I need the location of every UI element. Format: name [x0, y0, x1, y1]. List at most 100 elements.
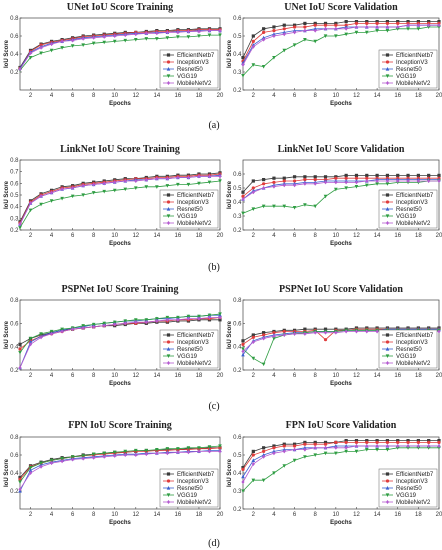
- x-tick-label: 18: [415, 512, 422, 518]
- x-tick-label: 10: [332, 93, 339, 99]
- data-point-MobileNetV2: [292, 447, 297, 452]
- data-point-MobileNetV2: [71, 186, 75, 190]
- data-point-EfficientNetb7: [262, 331, 266, 335]
- x-tick-label: 16: [175, 93, 182, 99]
- y-tick-label: 0.2: [233, 507, 242, 513]
- chart-panel-8: FPN IoU Score Validation 0.2 0.3 0.4 0.5 0.6 2…: [227, 420, 442, 526]
- legend-entry: EfficientNetb7: [396, 193, 434, 199]
- data-point-VGG19: [272, 336, 276, 341]
- legend-marker: [166, 221, 171, 225]
- data-point-VGG19: [313, 204, 318, 209]
- legend-entry: MobileNetV2: [177, 81, 212, 87]
- data-point-VGG19: [112, 450, 117, 455]
- data-point-MobileNetV2: [134, 453, 138, 457]
- data-point-EfficientNetb7: [272, 176, 276, 180]
- legend-marker: [385, 347, 390, 351]
- chart-panel-3: LinkNet IoU Score Training 0.2 0.3 0.4 0.5 0.…: [4, 144, 224, 247]
- data-point-InceptionV3: [365, 21, 369, 25]
- chart-title: PSPNet IoU Score Validation: [279, 284, 403, 295]
- x-tick-label: 6: [71, 512, 75, 518]
- legend-entry: MobileNetV2: [396, 361, 431, 367]
- y-tick-label: 0.6: [10, 34, 19, 40]
- data-point-MobileNetV2: [344, 26, 348, 31]
- legend-marker: [166, 81, 171, 85]
- data-point-EfficientNetb7: [427, 20, 431, 24]
- data-point-EfficientNetb7: [385, 439, 390, 443]
- data-point-VGG19: [123, 38, 128, 43]
- data-point-VGG19: [18, 350, 22, 355]
- series-line-Resnet50: [19, 450, 220, 492]
- legend-marker: [166, 500, 171, 504]
- data-point-EfficientNetb7: [437, 173, 441, 177]
- data-point-VGG19: [186, 446, 191, 450]
- legend-entry: VGG19: [177, 493, 198, 499]
- data-point-VGG19: [197, 181, 201, 186]
- data-point-MobileNetV2: [406, 23, 410, 28]
- x-axis-label: Epochs: [109, 241, 131, 247]
- data-point-EfficientNetb7: [303, 21, 307, 25]
- chart-title: LinkNet IoU Score Validation: [278, 144, 405, 155]
- x-tick-label: 6: [71, 93, 75, 99]
- legend-marker: [166, 333, 171, 337]
- series-line-InceptionV3: [242, 22, 439, 62]
- data-point-VGG19: [313, 453, 318, 457]
- data-point-VGG19: [155, 317, 159, 321]
- data-point-VGG19: [303, 455, 307, 459]
- legend-marker: [166, 361, 171, 365]
- legend-marker: [385, 500, 390, 504]
- data-point-EfficientNetb7: [375, 439, 379, 443]
- x-tick-label: 18: [196, 512, 203, 518]
- data-point-MobileNetV2: [437, 444, 441, 448]
- data-point-InceptionV3: [241, 467, 245, 471]
- x-tick-label: 20: [436, 233, 442, 239]
- data-point-VGG19: [186, 35, 191, 39]
- data-point-VGG19: [416, 27, 421, 31]
- x-tick-label: 16: [394, 373, 401, 379]
- x-tick-label: 20: [217, 233, 224, 239]
- data-point-MobileNetV2: [144, 320, 148, 325]
- data-point-VGG19: [176, 35, 180, 39]
- data-point-MobileNetV2: [313, 181, 317, 186]
- x-tick-label: 10: [111, 233, 118, 239]
- data-point-MobileNetV2: [176, 450, 180, 455]
- legend-marker: [166, 354, 171, 358]
- data-point-InceptionV3: [251, 453, 255, 457]
- data-point-VGG19: [207, 445, 212, 449]
- data-point-MobileNetV2: [186, 316, 191, 321]
- data-point-InceptionV3: [262, 449, 266, 453]
- data-point-VGG19: [165, 315, 170, 320]
- data-point-VGG19: [81, 43, 85, 47]
- data-point-MobileNetV2: [385, 444, 390, 448]
- legend-entry: EfficientNetb7: [396, 53, 434, 59]
- data-point-MobileNetV2: [39, 194, 43, 199]
- plot-frame: [19, 299, 221, 371]
- data-point-VGG19: [165, 36, 170, 40]
- data-point-VGG19: [186, 182, 191, 187]
- x-tick-label: 4: [272, 512, 276, 518]
- legend-marker: [166, 53, 171, 57]
- data-point-EfficientNetb7: [406, 173, 410, 177]
- data-point-VGG19: [49, 329, 54, 334]
- data-point-MobileNetV2: [323, 445, 328, 450]
- data-point-VGG19: [70, 44, 75, 48]
- data-point-VGG19: [375, 182, 379, 186]
- data-point-VGG19: [282, 464, 287, 468]
- data-point-VGG19: [112, 188, 117, 193]
- legend-entry: InceptionV3: [177, 200, 209, 206]
- data-point-MobileNetV2: [396, 179, 400, 183]
- data-point-Resnet50: [28, 468, 33, 472]
- data-point-MobileNetV2: [28, 342, 33, 347]
- x-tick-label: 12: [353, 373, 360, 379]
- data-point-VGG19: [251, 207, 256, 211]
- data-point-MobileNetV2: [197, 29, 201, 34]
- data-point-MobileNetV2: [262, 454, 266, 459]
- y-tick-label: 0.4: [233, 52, 242, 58]
- series-line-MobileNetV2: [242, 24, 439, 65]
- x-axis-label: Epochs: [109, 520, 131, 526]
- y-tick-label: 0.8: [10, 298, 19, 304]
- x-tick-label: 12: [132, 512, 139, 518]
- data-point-VGG19: [207, 313, 212, 318]
- data-point-EfficientNetb7: [365, 439, 369, 443]
- legend-entry: EfficientNetb7: [177, 472, 215, 478]
- data-point-MobileNetV2: [144, 452, 148, 457]
